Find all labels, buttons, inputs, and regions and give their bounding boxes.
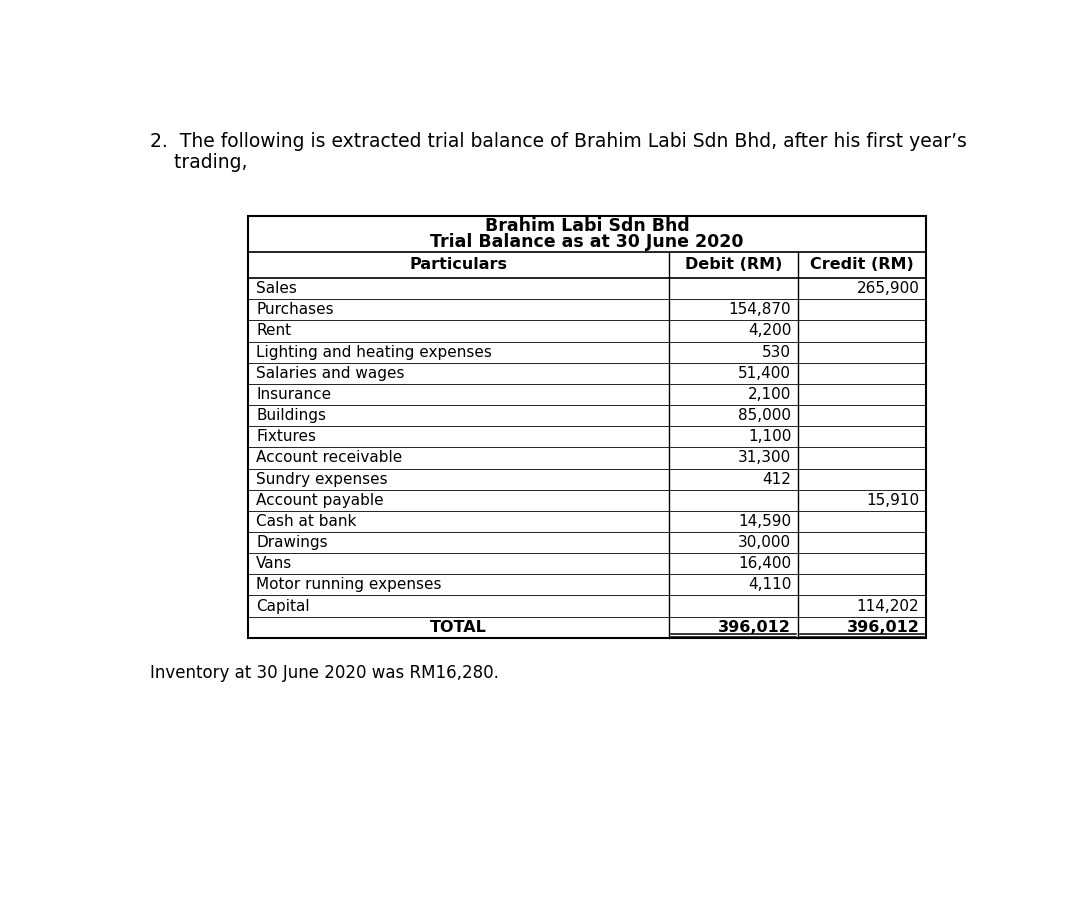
Text: 114,202: 114,202: [856, 598, 919, 614]
Text: 2.  The following is extracted trial balance of Brahim Labi Sdn Bhd, after his f: 2. The following is extracted trial bala…: [150, 132, 967, 151]
Text: 30,000: 30,000: [738, 535, 792, 551]
Text: 2,100: 2,100: [747, 387, 792, 402]
Text: 412: 412: [762, 471, 792, 487]
Text: 265,900: 265,900: [856, 281, 919, 296]
Text: TOTAL: TOTAL: [430, 620, 487, 634]
Text: Trial Balance as at 30 June 2020: Trial Balance as at 30 June 2020: [430, 232, 744, 250]
Text: Sales: Sales: [256, 281, 297, 296]
Text: 51,400: 51,400: [739, 366, 792, 381]
Text: 85,000: 85,000: [739, 408, 792, 423]
Text: 15,910: 15,910: [866, 493, 919, 508]
Text: Brahim Labi Sdn Bhd: Brahim Labi Sdn Bhd: [485, 217, 689, 235]
Text: Sundry expenses: Sundry expenses: [256, 471, 388, 487]
Text: Account receivable: Account receivable: [256, 450, 403, 466]
Text: 14,590: 14,590: [738, 514, 792, 529]
Text: Account payable: Account payable: [256, 493, 384, 508]
Text: Insurance: Insurance: [256, 387, 332, 402]
Text: 4,110: 4,110: [747, 578, 792, 593]
Text: Particulars: Particulars: [409, 258, 508, 272]
Text: Drawings: Drawings: [256, 535, 328, 551]
Text: Motor running expenses: Motor running expenses: [256, 578, 442, 593]
Text: Cash at bank: Cash at bank: [256, 514, 356, 529]
Text: Capital: Capital: [256, 598, 310, 614]
Text: 31,300: 31,300: [738, 450, 792, 466]
Text: 16,400: 16,400: [738, 556, 792, 571]
Text: Vans: Vans: [256, 556, 293, 571]
Text: Credit (RM): Credit (RM): [810, 258, 914, 272]
Text: Fixtures: Fixtures: [256, 429, 316, 444]
Text: 1,100: 1,100: [747, 429, 792, 444]
Text: 154,870: 154,870: [729, 303, 792, 317]
Text: 530: 530: [762, 345, 792, 359]
Text: Debit (RM): Debit (RM): [685, 258, 782, 272]
Text: Buildings: Buildings: [256, 408, 326, 423]
Text: 4,200: 4,200: [747, 323, 792, 339]
Text: Inventory at 30 June 2020 was RM16,280.: Inventory at 30 June 2020 was RM16,280.: [150, 664, 499, 682]
Text: Rent: Rent: [256, 323, 292, 339]
Text: Lighting and heating expenses: Lighting and heating expenses: [256, 345, 492, 359]
Text: 396,012: 396,012: [718, 620, 792, 634]
Text: Purchases: Purchases: [256, 303, 334, 317]
Text: 396,012: 396,012: [847, 620, 919, 634]
Text: trading,: trading,: [150, 153, 247, 172]
Text: Salaries and wages: Salaries and wages: [256, 366, 405, 381]
